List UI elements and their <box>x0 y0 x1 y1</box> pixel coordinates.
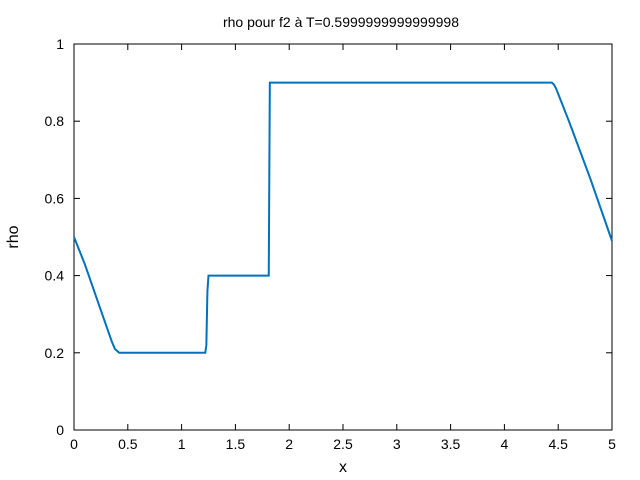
y-tick-label: 1 <box>56 36 64 52</box>
x-tick-label: 3.5 <box>441 436 461 452</box>
x-tick-label: 0.5 <box>118 436 138 452</box>
y-tick-label: 0.4 <box>45 268 65 284</box>
axis-tick-labels: 0 0.5 1 1.5 2 2.5 3 3.5 4 4.5 5 0 0.2 0.4 0.6 0.8 1 <box>45 36 617 452</box>
x-tick-label: 2 <box>285 436 293 452</box>
chart-title: rho pour f2 à T=0.5999999999999998 <box>223 14 459 30</box>
y-tick-label: 0 <box>56 422 64 438</box>
x-tick-label: 2.5 <box>333 436 353 452</box>
y-axis-label: rho <box>5 225 22 248</box>
y-tick-label: 0.6 <box>45 190 65 206</box>
x-axis-label: x <box>339 459 347 476</box>
x-tick-label: 1 <box>178 436 186 452</box>
x-tick-label: 4.5 <box>548 436 568 452</box>
x-tick-label: 0 <box>70 436 78 452</box>
x-tick-label: 5 <box>608 436 616 452</box>
y-tick-label: 0.2 <box>45 345 65 361</box>
y-tick-label: 0.8 <box>45 113 65 129</box>
axis-ticks <box>73 43 613 431</box>
rho-series-line <box>73 81 613 354</box>
x-tick-label: 3 <box>393 436 401 452</box>
plot-area-frame <box>73 43 613 431</box>
x-tick-label: 4 <box>501 436 509 452</box>
x-tick-label: 1.5 <box>226 436 246 452</box>
